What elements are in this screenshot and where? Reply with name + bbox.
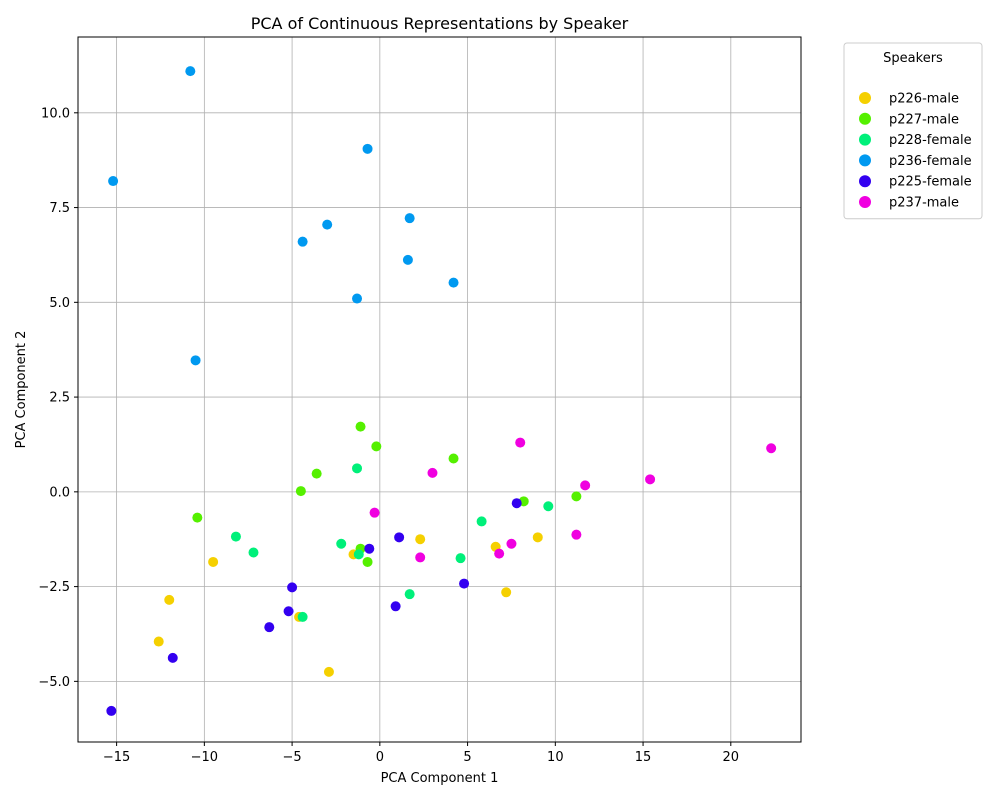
data-point-p227-male [192, 512, 203, 523]
data-point-p225-female [390, 601, 401, 612]
data-point-p226-male [323, 666, 334, 677]
data-point-p228-female [476, 516, 487, 527]
data-point-p225-female [287, 582, 298, 593]
data-point-p225-female [283, 606, 294, 617]
data-point-p237-male [766, 443, 777, 454]
y-tick-label: −2.5 [38, 580, 70, 595]
data-point-p236-female [322, 219, 333, 230]
data-point-p227-male [355, 421, 366, 432]
axis-ticks: −15 −10 −5 0 5 10 15 20 −5.0 −2.5 0.0 2.5 5.0 7.5 10.0 [38, 106, 739, 765]
data-point-p236-female [190, 355, 201, 366]
x-tick-label: 10 [547, 750, 564, 765]
y-tick-label: −5.0 [38, 675, 70, 690]
y-tick-label: 0.0 [49, 485, 70, 500]
data-point-p236-female [362, 143, 373, 154]
data-point-p237-male [645, 474, 656, 485]
legend-label-p236-female: p236-female [889, 154, 972, 169]
legend-marker-p228-female [859, 133, 871, 146]
legend-label-p227-male: p227-male [889, 112, 959, 127]
data-point-p228-female [353, 549, 364, 560]
data-point-p225-female [364, 543, 375, 554]
legend-marker-p227-male [859, 112, 871, 125]
data-point-p225-female [511, 498, 522, 509]
data-points [106, 66, 777, 716]
legend-items: p226-male p227-male p228-female p236-female… [859, 92, 972, 211]
data-point-p225-female [459, 578, 470, 589]
data-point-p226-male [208, 556, 219, 567]
x-tick-label: 0 [376, 750, 384, 765]
data-point-p225-female [167, 652, 178, 663]
x-tick-label: −5 [283, 750, 302, 765]
data-point-p228-female [336, 538, 347, 549]
data-point-p226-male [153, 636, 164, 647]
data-point-p228-female [352, 463, 363, 474]
y-tick-label: 5.0 [49, 296, 70, 311]
data-point-p227-male [448, 453, 459, 464]
data-point-p227-male [295, 486, 306, 497]
data-point-p236-female [448, 277, 459, 288]
y-axis-label: PCA Component 2 [14, 331, 29, 449]
legend-title: Speakers [883, 51, 943, 66]
data-point-p225-female [394, 532, 405, 543]
data-point-p227-male [362, 556, 373, 567]
x-axis-label: PCA Component 1 [381, 771, 499, 786]
y-tick-label: 10.0 [41, 106, 70, 121]
y-tick-label: 2.5 [49, 391, 70, 406]
data-point-p225-female [106, 705, 117, 716]
data-point-p228-female [543, 501, 554, 512]
legend-marker-p226-male [859, 92, 871, 104]
data-point-p236-female [404, 213, 415, 224]
data-point-p236-female [297, 236, 308, 247]
data-point-p237-male [580, 480, 591, 491]
data-point-p227-male [371, 441, 382, 452]
plot-frame [77, 36, 802, 743]
x-tick-label: 5 [463, 750, 471, 765]
data-point-p236-female [108, 176, 119, 187]
data-point-p228-female [297, 611, 308, 622]
legend: Speakers p226-malep227-malep228-femalep2… [843, 42, 983, 220]
data-point-p236-female [352, 293, 363, 304]
data-point-p226-male [164, 594, 175, 605]
data-point-p228-female [455, 553, 466, 564]
data-point-p225-female [264, 622, 275, 633]
data-point-p227-male [571, 491, 582, 502]
x-tick-label: 15 [635, 750, 652, 765]
data-point-p237-male [494, 548, 505, 559]
data-point-p228-female [404, 589, 415, 600]
x-tick-label: −10 [191, 750, 218, 765]
x-tick-label: 20 [723, 750, 740, 765]
legend-marker-p225-female [859, 175, 871, 188]
legend-label-p228-female: p228-female [889, 133, 972, 148]
data-point-p236-female [185, 66, 196, 77]
chart-title: PCA of Continuous Representations by Spe… [251, 14, 629, 33]
data-point-p237-male [369, 507, 380, 518]
legend-box [843, 42, 983, 220]
data-point-p236-female [402, 254, 413, 265]
data-point-p237-male [415, 552, 426, 563]
data-point-p237-male [506, 538, 517, 549]
data-point-p237-male [427, 467, 438, 478]
legend-label-p225-female: p225-female [889, 175, 972, 190]
legend-label-p237-male: p237-male [889, 196, 959, 211]
data-point-p227-male [311, 468, 322, 479]
legend-label-p226-male: p226-male [889, 92, 959, 107]
data-point-p237-male [515, 437, 526, 448]
data-point-p226-male [415, 534, 426, 545]
data-point-p226-male [501, 587, 512, 598]
legend-marker-p237-male [859, 196, 871, 208]
x-tick-label: −15 [103, 750, 130, 765]
y-tick-label: 7.5 [49, 201, 70, 216]
data-point-p226-male [532, 532, 543, 543]
data-point-p237-male [571, 529, 582, 540]
legend-marker-p236-female [859, 154, 871, 167]
data-point-p228-female [248, 547, 259, 558]
grid [78, 37, 801, 742]
data-point-p228-female [230, 531, 241, 542]
